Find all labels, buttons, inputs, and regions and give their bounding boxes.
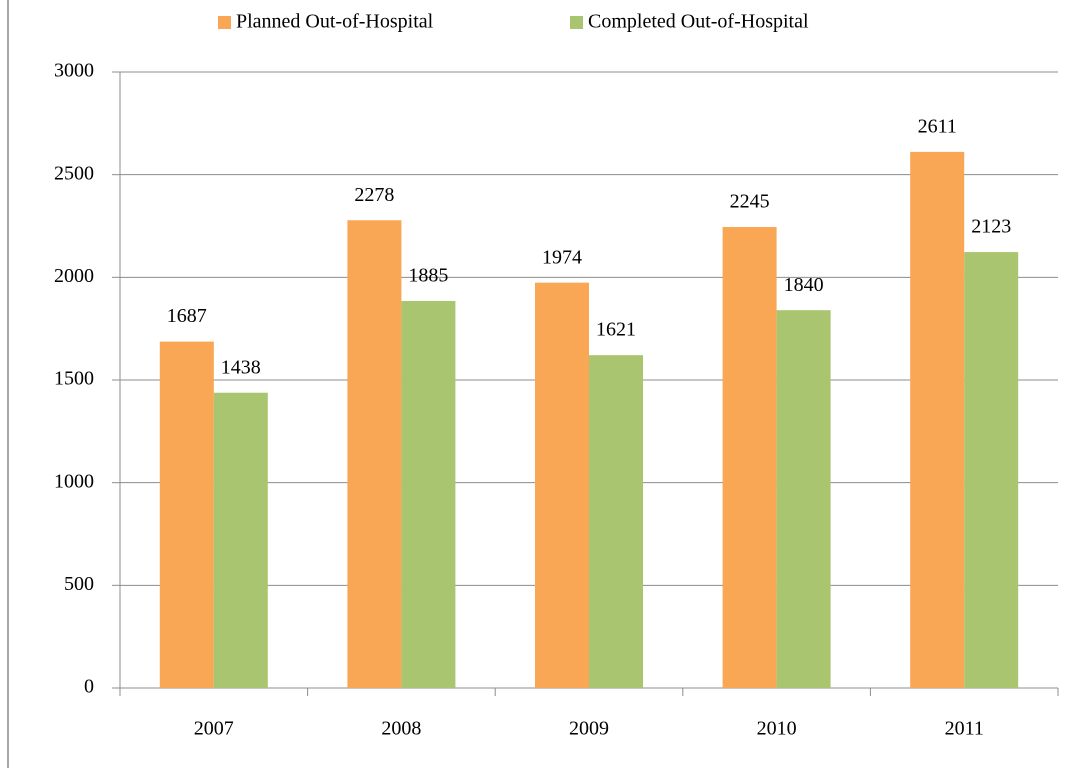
legend-label: Completed Out-of-Hospital [588,11,809,33]
y-tick-label: 2000 [54,265,94,287]
data-label: 1885 [408,265,448,287]
legend-swatch [218,16,231,29]
x-tick-label: 2011 [945,718,984,740]
x-tick-label: 2008 [381,718,421,740]
bar [776,310,831,688]
data-label: 1974 [542,246,582,268]
data-label: 2245 [730,191,770,213]
y-tick-label: 1500 [54,368,94,390]
bar [213,392,268,688]
bar [589,355,643,688]
data-label: 1840 [784,274,824,296]
data-label: 1687 [167,305,207,327]
y-tick-label: 3000 [54,60,94,82]
bar [964,252,1019,688]
y-tick-label: 0 [84,676,94,698]
bar [535,282,589,688]
bar [159,341,214,688]
data-label: 2123 [971,216,1011,238]
legend-swatch [570,16,583,29]
bar [401,300,456,688]
x-tick-label: 2009 [569,718,609,740]
x-tick-label: 2007 [194,718,234,740]
data-label: 2611 [918,115,957,137]
x-tick-label: 2010 [757,718,797,740]
data-label: 2278 [354,184,394,206]
bar [347,220,402,688]
bar [910,151,965,689]
y-tick-label: 500 [64,573,94,595]
legend-label: Planned Out-of-Hospital [236,11,434,33]
y-tick-label: 2500 [54,162,94,184]
data-label: 1438 [221,356,261,378]
bar [722,227,777,688]
data-label: 1621 [596,319,636,341]
y-tick-label: 1000 [54,470,94,492]
